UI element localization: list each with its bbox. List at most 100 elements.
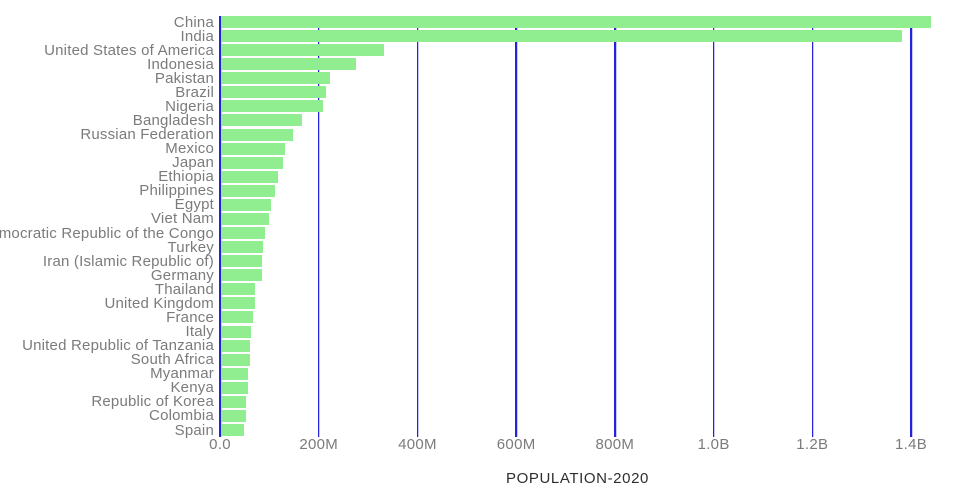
population-bar [221,86,326,99]
country-label: Japan [172,154,214,172]
country-label: United Kingdom [104,294,214,312]
x-tick-label: 600M [496,436,536,453]
gridline-400M [416,16,419,437]
chart-row: Viet Nam [0,210,960,228]
country-label: Philippines [139,182,214,200]
population-bar [221,255,263,268]
population-bar [221,339,251,352]
population-bar [221,325,251,338]
chart-row: Iran (Islamic Republic of) [0,252,960,270]
population-bar [221,16,932,28]
gridline-200M [317,16,320,437]
gridline-1.2B [811,16,814,437]
chart-row: Republic of Korea [0,393,960,411]
country-label: India [180,27,214,45]
x-tick-label: 800M [595,436,635,453]
chart-row: Spain [0,421,960,439]
x-tick-label: 0.0 [209,436,231,453]
x-tick-label: 400M [398,436,437,453]
population-bar [221,395,247,408]
population-bar [221,156,284,169]
x-tick-label: 1.0B [697,436,730,453]
chart-row: Pakistan [0,69,960,87]
country-label: Colombia [149,407,214,425]
gridline-600M [515,16,517,437]
population-bar [221,184,276,197]
chart-row: China [0,13,960,31]
population-bar [221,409,247,422]
chart-row: Ethiopia [0,168,960,186]
chart-row: Brazil [0,83,960,101]
chart-row: Kenya [0,379,960,397]
population-bar [221,297,255,310]
x-axis-title: POPULATION-2020 [506,470,649,487]
country-label: Viet Nam [150,210,214,228]
country-label: Russian Federation [80,126,214,144]
country-label: Brazil [175,83,214,101]
population-bar [221,100,323,113]
population-bar [221,212,270,225]
population-bar [221,44,385,57]
chart-row: Japan [0,154,960,172]
chart-row: Mexico [0,140,960,158]
population-bar [221,58,356,71]
population-bar [221,227,266,240]
country-label: Germany [150,266,214,284]
chart-row: Egypt [0,196,960,214]
population-bar [221,424,245,437]
chart-row: Italy [0,323,960,341]
population-bar [221,311,254,324]
country-label: Democratic Republic of the Congo [0,224,214,242]
country-label: Spain [174,421,214,439]
chart-row: France [0,308,960,326]
country-label: Indonesia [147,55,214,73]
chart-row: Turkey [0,238,960,256]
chart-row: Democratic Republic of the Congo [0,224,960,242]
population-bar [221,128,294,141]
country-label: United Republic of Tanzania [22,337,214,355]
country-label: China [173,13,214,31]
chart-row: India [0,27,960,45]
population-bar [221,381,248,394]
chart-row: Thailand [0,280,960,298]
country-label: Republic of Korea [91,393,214,411]
country-label: Kenya [170,379,214,397]
chart-row: United Kingdom [0,294,960,312]
gridline-1.0B [712,16,715,437]
x-tick-label: 1.2B [796,436,829,453]
chart-row: South Africa [0,351,960,369]
country-label: Thailand [154,280,214,298]
chart-row: Bangladesh [0,111,960,129]
chart-row: United States of America [0,41,960,59]
country-label: Mexico [165,140,214,158]
x-tick-label: 1.4B [895,436,928,453]
chart-row: Russian Federation [0,126,960,144]
population-bar [221,283,256,296]
population-bar [221,367,248,380]
country-label: Bangladesh [132,111,214,129]
chart-row: Nigeria [0,97,960,115]
chart-row: Indonesia [0,55,960,73]
population-bar [221,198,272,211]
country-label: France [166,308,214,326]
population-bar [221,30,903,43]
country-label: Nigeria [165,97,214,115]
country-label: United States of America [44,41,214,59]
country-label: South Africa [130,351,214,369]
chart-row: Germany [0,266,960,284]
country-label: Iran (Islamic Republic of) [42,252,214,270]
country-label: Italy [185,323,214,341]
gridline-800M [614,16,616,437]
population-bar [221,114,303,127]
population-bar [221,353,251,366]
country-label: Ethiopia [158,168,214,186]
chart-row: United Republic of Tanzania [0,337,960,355]
gridline-1.4B [910,16,912,437]
chart-row: Colombia [0,407,960,425]
country-label: Turkey [167,238,214,256]
population-bar [221,72,331,85]
chart-row: Myanmar [0,366,960,381]
country-label: Egypt [174,196,214,214]
country-label: Pakistan [154,69,214,87]
